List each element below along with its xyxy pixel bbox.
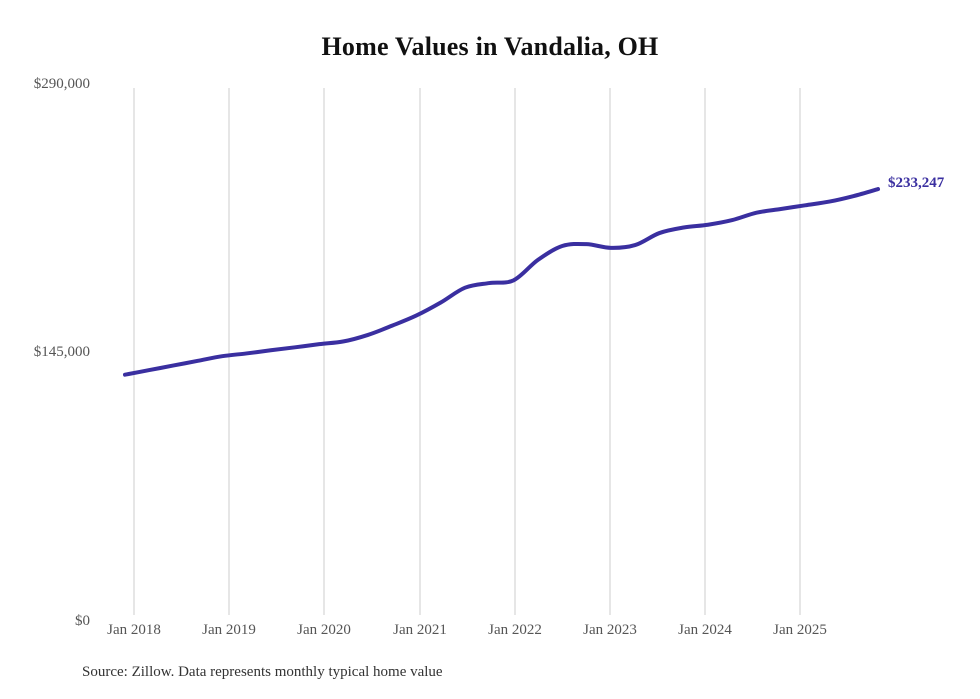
vertical-gridlines [133,88,801,615]
value-line-series [123,187,880,377]
y-axis-tick-mid: $145,000 [33,344,90,360]
x-axis-tick-jan-2025: Jan 2025 [773,622,827,638]
source-note: Source: Zillow. Data represents monthly … [82,664,443,680]
chart-title: Home Values in Vandalia, OH [321,32,659,61]
x-axis-tick-jan-2021: Jan 2021 [393,622,447,638]
x-axis-tick-jan-2022: Jan 2022 [488,622,542,638]
y-axis-tick-top: $290,000 [33,76,90,92]
x-axis-tick-jan-2024: Jan 2024 [678,622,732,638]
x-axis-tick-jan-2018: Jan 2018 [107,622,161,638]
x-axis-tick-jan-2020: Jan 2020 [297,622,351,638]
end-value-label: $233,247 [888,175,945,191]
x-axis-tick-jan-2023: Jan 2023 [583,622,637,638]
y-axis-tick-zero: $0 [75,613,90,629]
x-axis-tick-jan-2019: Jan 2019 [202,622,256,638]
